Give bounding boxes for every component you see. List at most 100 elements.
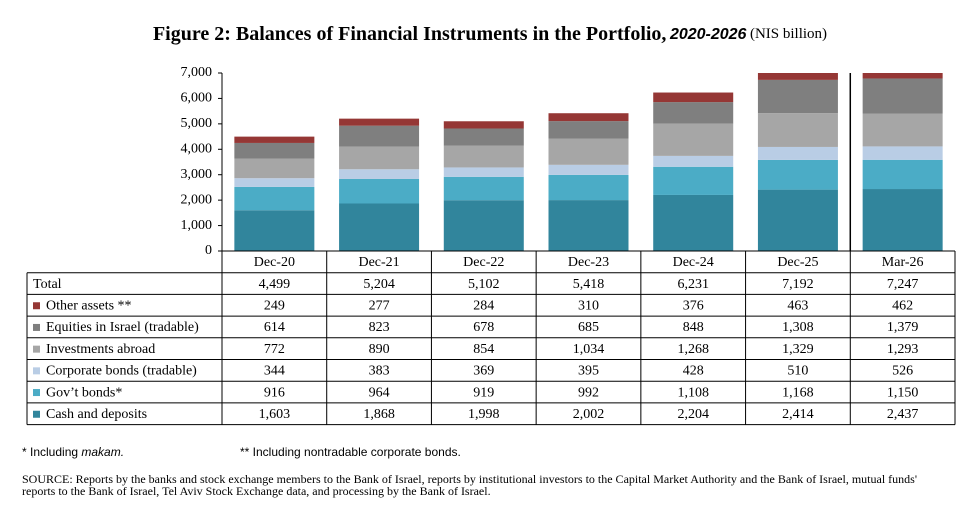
table-cell: 462 [892,298,913,313]
table-cell: 1,868 [363,407,395,422]
chart: Figure 2: Balances of Financial Instrume… [22,23,956,459]
bar-segment [757,159,838,190]
table-cell: 7,247 [887,277,919,292]
table-cell: 916 [264,385,285,400]
bar-segment [234,178,315,187]
table-cell: 5,418 [573,277,605,292]
legend-swatch [33,323,40,331]
bar-segment [862,146,943,160]
table-cell: 890 [369,342,390,357]
table-cell: 7,192 [782,277,814,292]
bar-segment [548,113,629,122]
bar-segment [339,118,420,126]
footnote: ** Including nontradable corporate bonds… [240,445,461,459]
title-main: Figure 2: Balances of Financial Instrume… [153,23,667,45]
bar-segment [757,189,838,251]
source: SOURCE: Reports by the banks and stock e… [22,472,917,498]
table-cell: 284 [473,298,494,313]
table-cell: 854 [473,342,494,357]
y-tick-label: 4,000 [181,142,213,157]
bar-segment [339,125,420,147]
table-cell: 2,204 [677,407,709,422]
x-tick-label: Dec-21 [358,255,399,270]
bar-segment [548,121,629,139]
bar-segment [339,178,420,204]
x-tick-label: Dec-24 [673,255,714,270]
y-tick-label: 0 [205,243,212,258]
bar-segment [862,113,943,147]
table-cell: 277 [369,298,390,313]
bar-segment [653,123,734,156]
table-cell: 992 [578,385,599,400]
bar-segment [443,200,524,251]
row-label: Investments abroad [46,342,155,357]
table-cell: 678 [473,320,494,335]
bar-segment [339,203,420,251]
row-label: Other assets ** [46,298,132,313]
table-cell: 823 [369,320,390,335]
row-label: Gov’t bonds* [46,385,122,400]
bar-segment [757,113,838,147]
y-tick-label: 7,000 [181,65,213,80]
y-tick-label: 3,000 [181,167,213,182]
bar-segment [757,79,838,114]
x-tick-label: Dec-25 [777,255,818,270]
row-label: Corporate bonds (tradable) [46,364,197,379]
table-cell: 772 [264,342,285,357]
table-cell: 1,308 [782,320,814,335]
table-cell: 344 [264,364,285,379]
legend-swatch [33,302,40,310]
bar-segment [234,210,315,251]
bar-segment [862,159,943,190]
footnote: * Including makam. [22,445,124,459]
bar-segment [653,92,734,103]
x-tick-label: Mar-26 [882,255,924,270]
table-cell: 1,150 [887,385,919,400]
table-cell: 526 [892,364,913,379]
bar-segment [548,164,629,175]
bar-segment [548,138,629,165]
bar-segment [548,200,629,251]
table-cell: 383 [369,364,390,379]
bar-segment [443,167,524,177]
x-tick-label: Dec-22 [463,255,504,270]
bar-segment [862,78,943,114]
table-cell: 919 [473,385,494,400]
x-tick-label: Dec-23 [568,255,609,270]
legend-swatch [33,345,40,353]
bar-segment [653,194,734,251]
table-cell: 1,108 [677,385,709,400]
y-tick-label: 6,000 [181,91,213,106]
table-cell: 395 [578,364,599,379]
bar-segment [548,174,629,201]
table-cell: 1,329 [782,342,814,357]
table-cell: 964 [369,385,390,400]
table-cell: 376 [683,298,704,313]
legend-swatch [33,367,40,375]
bar-segment [862,73,943,79]
bar-segment [862,189,943,251]
y-tick-label: 1,000 [181,218,213,233]
bar-segment [234,142,315,159]
bar-segment [757,73,838,80]
table-cell: 614 [264,320,285,335]
table-cell: 249 [264,298,285,313]
bar-segment [234,186,315,211]
table-cell: 369 [473,364,494,379]
table-cell: 4,499 [259,277,291,292]
table-cell: 848 [683,320,704,335]
table-cell: 5,102 [468,277,500,292]
chart-title: Figure 2: Balances of Financial Instrume… [153,23,827,45]
bar-segment [443,121,524,129]
table-cell: 5,204 [363,277,395,292]
footnote-term: makam. [81,445,124,459]
table-cell: 428 [683,364,704,379]
x-tick-label: Dec-20 [254,255,295,270]
bar-segment [339,146,420,170]
table-cell: 6,231 [677,277,709,292]
row-label: Cash and deposits [46,407,147,422]
y-tick-label: 2,000 [181,192,213,207]
bar-segment [653,102,734,124]
table-cell: 1,034 [573,342,605,357]
